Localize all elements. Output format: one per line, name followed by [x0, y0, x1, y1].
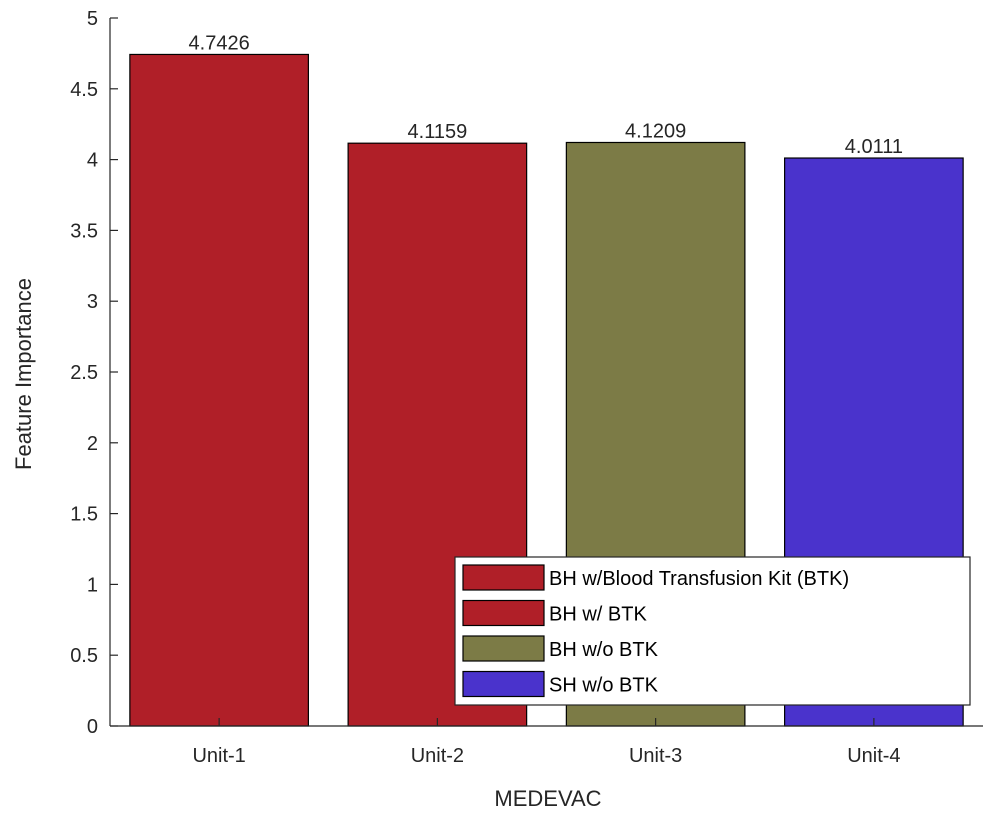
- y-tick-label: 3.5: [70, 220, 98, 242]
- data-label: 4.1159: [408, 121, 468, 143]
- y-tick-label: 2: [87, 433, 98, 455]
- legend-label: BH w/ BTK: [549, 604, 647, 626]
- bar-unit-1: [129, 53, 309, 727]
- legend-label: BH w/Blood Transfusion Kit (BTK): [549, 568, 849, 590]
- legend-label: BH w/o BTK: [549, 639, 659, 661]
- y-tick-label: 4.5: [70, 79, 98, 101]
- legend-swatch: [462, 635, 545, 662]
- legend: BH w/Blood Transfusion Kit (BTK) BH w/ BT…: [454, 556, 971, 706]
- y-axis-title: Feature Importance: [11, 278, 36, 470]
- x-axis-title: MEDEVAC: [494, 786, 601, 811]
- data-label: 4.0111: [845, 136, 903, 158]
- axes: 0 0.5 1 1.5 2 2.5 3 3.5 4 4.5 5 Unit-1 Unit-2 Unit-3 U…: [70, 8, 983, 767]
- y-tick-label: 3: [87, 291, 98, 313]
- x-tick-label: Unit-2: [411, 745, 464, 767]
- data-label: 4.7426: [189, 32, 250, 54]
- y-tick-label: 0: [87, 716, 98, 738]
- x-tick-label: Unit-4: [847, 745, 900, 767]
- legend-swatch: [462, 599, 545, 627]
- legend-label: SH w/o BTK: [549, 675, 659, 697]
- x-tick-label: Unit-3: [629, 745, 682, 767]
- x-tick-label: Unit-1: [192, 745, 245, 767]
- legend-swatch: [462, 564, 545, 591]
- y-tick-label: 5: [87, 8, 98, 30]
- y-tick-label: 4: [87, 150, 98, 172]
- data-label: 4.1209: [625, 120, 686, 142]
- y-tick-label: 2.5: [70, 362, 98, 384]
- y-tick-label: 1.5: [70, 504, 98, 526]
- y-tick-label: 1: [87, 574, 98, 596]
- legend-swatch: [462, 670, 545, 698]
- y-tick-label: 0.5: [70, 645, 98, 667]
